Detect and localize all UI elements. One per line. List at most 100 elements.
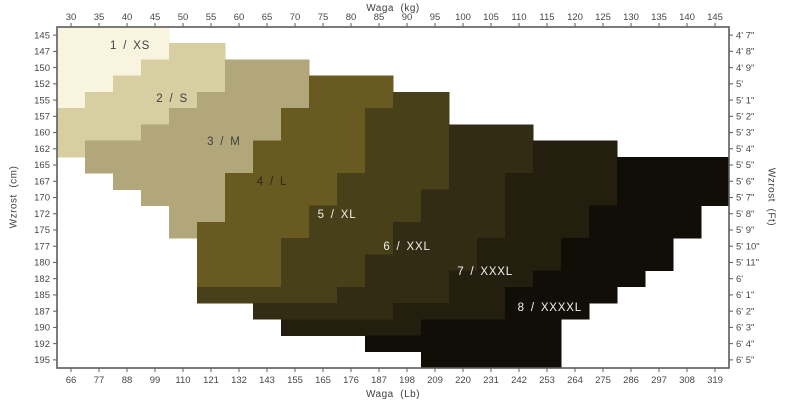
size-region-l bbox=[225, 173, 338, 190]
left-axis-tick-label: 195 bbox=[34, 355, 50, 366]
size-region-xxxl bbox=[505, 189, 618, 207]
size-region-xl bbox=[365, 124, 450, 142]
size-region-l bbox=[309, 75, 394, 93]
size-label-xxl: 6 / XXL bbox=[383, 241, 430, 253]
size-region-xxl bbox=[253, 303, 394, 320]
right-axis-tick-label: 5' 3" bbox=[736, 128, 754, 139]
right-axis-tick-label: 6' 5" bbox=[736, 355, 754, 366]
size-region-s bbox=[85, 91, 198, 109]
right-axis-tick-label: 5' 5" bbox=[736, 160, 754, 171]
size-region-xxxl bbox=[393, 303, 506, 320]
size-region-m bbox=[169, 221, 198, 239]
size-region-xl bbox=[365, 108, 450, 125]
bottom-axis-tick-label: 253 bbox=[539, 375, 555, 386]
size-region-xl bbox=[197, 286, 338, 304]
bottom-axis-tick-label: 231 bbox=[483, 375, 499, 386]
bottom-axis-tick-label: 198 bbox=[399, 375, 415, 386]
size-region-xxxxl bbox=[617, 156, 730, 174]
size-region-xl bbox=[281, 270, 366, 288]
size-region-xl bbox=[309, 205, 422, 223]
top-axis-tick-label: 60 bbox=[234, 12, 245, 23]
size-region-s bbox=[57, 108, 170, 125]
size-region-xl bbox=[365, 140, 450, 158]
bottom-axis-tick-label: 143 bbox=[259, 375, 275, 386]
size-region-xxl bbox=[365, 254, 478, 271]
size-region-m bbox=[225, 59, 310, 77]
top-axis-tick-label: 30 bbox=[66, 12, 77, 23]
top-axis-tick-label: 140 bbox=[679, 12, 695, 23]
bottom-axis-tick-label: 88 bbox=[122, 375, 133, 386]
size-region-xxl bbox=[365, 270, 450, 288]
left-axis-tick-label: 170 bbox=[34, 193, 50, 204]
size-region-s bbox=[57, 124, 142, 142]
right-axis-tick-label: 5' 4" bbox=[736, 144, 754, 155]
size-region-l bbox=[309, 91, 394, 109]
size-region-xxxl bbox=[505, 205, 590, 223]
bottom-axis-tick-label: 66 bbox=[66, 375, 77, 386]
bottom-axis-tick-label: 176 bbox=[343, 375, 359, 386]
bottom-axis-tick-label: 187 bbox=[371, 375, 387, 386]
size-region-s bbox=[141, 59, 226, 77]
left-axis-tick-label: 172 bbox=[34, 209, 50, 220]
size-region-xxl bbox=[449, 173, 506, 190]
size-region-xxxxl bbox=[505, 303, 590, 320]
size-region-xxxxl bbox=[421, 319, 562, 336]
size-region-s bbox=[113, 75, 226, 93]
right-axis-tick-label: 4' 8" bbox=[736, 47, 754, 58]
size-region-xxxl bbox=[477, 238, 562, 255]
size-region-xxxl bbox=[449, 270, 534, 288]
size-region-xxxl bbox=[477, 254, 562, 271]
size-label-xl: 5 / XL bbox=[318, 209, 357, 221]
size-region-m bbox=[113, 173, 226, 190]
right-axis-tick-label: 5' 9" bbox=[736, 225, 754, 236]
size-region-m bbox=[141, 189, 226, 207]
right-axis-tick-label: 6' 1" bbox=[736, 290, 754, 301]
size-region-xxxxl bbox=[533, 270, 646, 288]
right-axis-tick-label: 5' 10" bbox=[736, 241, 760, 252]
right-axis-tick-label: 5' 1" bbox=[736, 95, 754, 106]
size-region-xs bbox=[57, 75, 114, 93]
size-region-l bbox=[197, 270, 282, 288]
size-region-xxxxl bbox=[589, 221, 702, 239]
right-axis-tick-label: 6' 2" bbox=[736, 306, 754, 317]
top-axis-tick-label: 85 bbox=[374, 12, 385, 23]
size-region-l bbox=[197, 254, 282, 271]
bottom-axis-tick-label: 132 bbox=[231, 375, 247, 386]
size-region-xxxxl bbox=[561, 238, 674, 255]
size-region-xxl bbox=[449, 140, 534, 158]
right-axis-tick-label: 5' 8" bbox=[736, 209, 754, 220]
left-axis-tick-label: 192 bbox=[34, 339, 50, 350]
left-axis-tick-label: 145 bbox=[34, 30, 50, 41]
size-region-l bbox=[225, 189, 338, 207]
top-axis-tick-label: 70 bbox=[290, 12, 301, 23]
left-axis-tick-label: 165 bbox=[34, 160, 50, 171]
size-region-xs bbox=[57, 27, 170, 44]
size-region-xxl bbox=[393, 238, 478, 255]
top-axis-tick-label: 120 bbox=[567, 12, 583, 23]
left-axis-title: Wzrost (cm) bbox=[8, 165, 20, 229]
size-region-xxxxl bbox=[617, 173, 730, 190]
size-region-xxl bbox=[449, 156, 534, 174]
size-region-xxxl bbox=[449, 286, 506, 304]
bottom-axis-tick-label: 319 bbox=[707, 375, 723, 386]
size-region-xxl bbox=[421, 205, 506, 223]
top-axis-tick-label: 75 bbox=[318, 12, 329, 23]
left-axis-tick-label: 185 bbox=[34, 290, 50, 301]
top-axis-tick-label: 90 bbox=[402, 12, 413, 23]
size-region-xxxl bbox=[533, 140, 618, 158]
right-axis-tick-label: 4' 9" bbox=[736, 63, 754, 74]
size-region-m bbox=[169, 205, 226, 223]
bottom-axis-tick-label: 297 bbox=[651, 375, 667, 386]
top-axis-tick-label: 40 bbox=[122, 12, 133, 23]
top-axis-tick-label: 110 bbox=[511, 12, 526, 23]
right-axis-tick-label: 5' bbox=[736, 79, 743, 90]
size-region-l bbox=[253, 140, 366, 158]
right-axis-tick-label: 6' 3" bbox=[736, 323, 754, 334]
left-axis-tick-label: 167 bbox=[34, 176, 50, 187]
left-axis-tick-label: 162 bbox=[34, 144, 50, 155]
left-axis-tick-label: 175 bbox=[34, 225, 50, 236]
size-region-xxl bbox=[393, 221, 506, 239]
bottom-axis-tick-label: 110 bbox=[175, 375, 190, 386]
left-axis-tick-label: 160 bbox=[34, 128, 50, 139]
